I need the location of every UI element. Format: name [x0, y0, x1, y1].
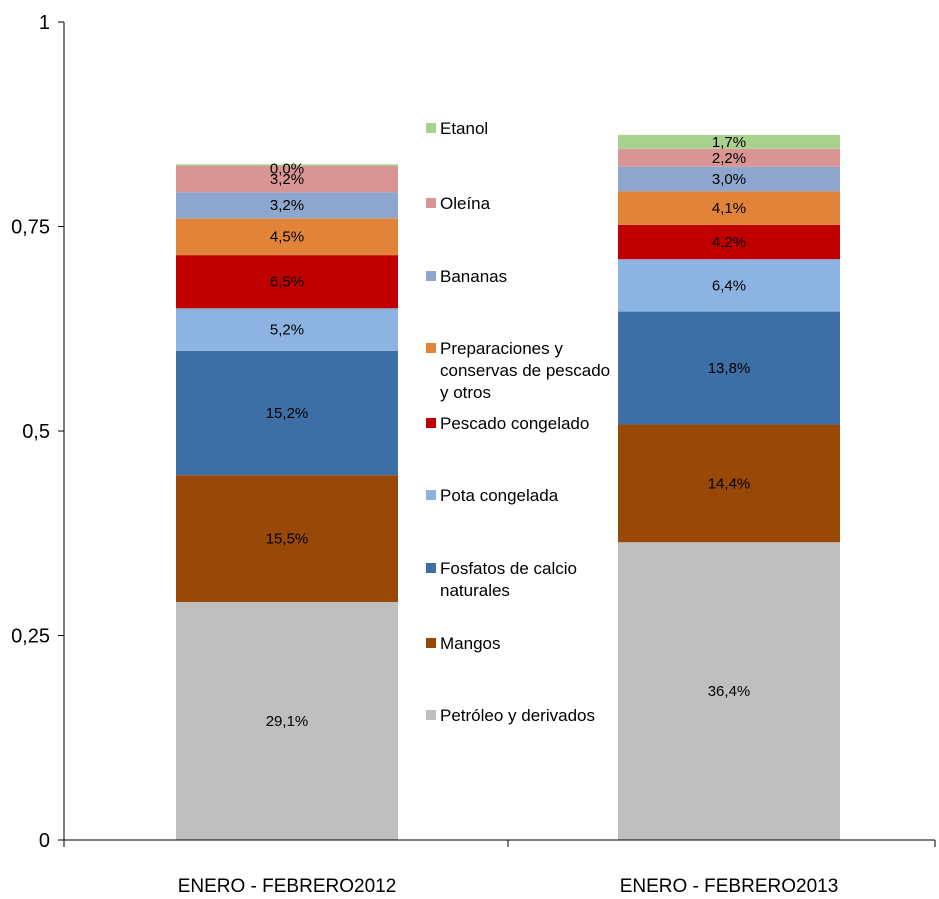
- bar-segment: [176, 255, 398, 309]
- legend-item: Etanol: [426, 119, 488, 138]
- legend-swatch: [426, 638, 436, 648]
- bar-segment: [176, 192, 398, 219]
- bar-segment: [618, 224, 840, 260]
- data-label: 6,4%: [712, 277, 746, 294]
- bar-segment: [176, 218, 398, 256]
- data-label: 0,0%: [270, 160, 304, 177]
- bar-segment: [176, 164, 398, 166]
- legend-label: Petróleo y derivados: [440, 706, 595, 725]
- data-label: 3,2%: [270, 171, 304, 188]
- data-label: 4,5%: [270, 229, 304, 246]
- y-tick-label: 0: [39, 830, 50, 852]
- y-tick-label: 0,5: [22, 421, 50, 443]
- data-label: 3,2%: [270, 197, 304, 214]
- bar-segment: [618, 191, 840, 225]
- legend-label: Fosfatos de calcio naturales: [440, 559, 577, 600]
- data-label: 4,1%: [712, 200, 746, 217]
- data-label: 13,8%: [708, 360, 751, 377]
- bar-segment: [176, 165, 398, 193]
- legend-item: Pescado congelado: [426, 414, 589, 433]
- bar-segment: [618, 424, 840, 543]
- legend-swatch: [426, 563, 436, 573]
- bar-segment: [176, 601, 398, 840]
- data-label: 15,5%: [266, 531, 309, 548]
- bar-segment: [176, 350, 398, 476]
- bar-segment: [618, 134, 840, 149]
- data-label: 2,2%: [712, 150, 746, 167]
- legend-label: Pota congelada: [440, 486, 559, 505]
- legend-item: Mangos: [426, 634, 500, 653]
- data-label: 4,2%: [712, 234, 746, 251]
- legend-label: Etanol: [440, 119, 488, 138]
- data-label: 15,2%: [266, 405, 309, 422]
- x-category-label: ENERO - FEBRERO2012: [178, 876, 397, 897]
- legend-swatch: [426, 198, 436, 208]
- bar-segment: [618, 148, 840, 167]
- data-label: 3,0%: [712, 171, 746, 188]
- legend-item: Preparaciones y conservas de pescado y otr…: [426, 339, 610, 402]
- data-label: 1,7%: [712, 134, 746, 151]
- x-category-label: ENERO - FEBRERO2013: [620, 876, 839, 897]
- legend-item: Bananas: [426, 267, 507, 286]
- legend-swatch: [426, 490, 436, 500]
- legend-swatch: [426, 418, 436, 428]
- bar-segment: [176, 308, 398, 351]
- bar-segment: [618, 542, 840, 840]
- data-label: 29,1%: [266, 713, 309, 730]
- y-tick-label: 1: [39, 12, 50, 34]
- bar-segment: [176, 475, 398, 602]
- legend-item: Fosfatos de calcio naturales: [426, 559, 577, 600]
- legend-swatch: [426, 710, 436, 720]
- bar-segment: [618, 166, 840, 192]
- bar-segment: [618, 259, 840, 312]
- y-tick-label: 0,75: [11, 217, 50, 239]
- y-tick-label: 0,25: [11, 626, 50, 648]
- data-label: 5,2%: [270, 322, 304, 339]
- axes-layer: 0 0,25 0,5 0,75 1 ENERO - FEBRERO2012 ENERO - …: [11, 12, 936, 897]
- legend-swatch: [426, 271, 436, 281]
- legend: Etanol Oleína Bananas Preparaciones y conser…: [426, 119, 610, 725]
- legend-label: Bananas: [440, 267, 507, 286]
- legend-swatch: [426, 123, 436, 133]
- legend-item: Pota congelada: [426, 486, 559, 505]
- data-label: 14,4%: [708, 475, 751, 492]
- data-label: 6,5%: [270, 274, 304, 291]
- bars-layer: 29,1%15,5%15,2%5,2%6,5%4,5%3,2%3,2%0,0%3…: [176, 134, 840, 840]
- legend-swatch: [426, 343, 436, 353]
- legend-item: Petróleo y derivados: [426, 706, 595, 725]
- legend-label: Preparaciones y conservas de pescado y otr…: [440, 339, 610, 402]
- data-label: 36,4%: [708, 683, 751, 700]
- legend-item: Oleína: [426, 194, 491, 213]
- legend-label: Pescado congelado: [440, 414, 589, 433]
- legend-label: Oleína: [440, 194, 491, 213]
- legend-label: Mangos: [440, 634, 500, 653]
- bar-segment: [618, 311, 840, 425]
